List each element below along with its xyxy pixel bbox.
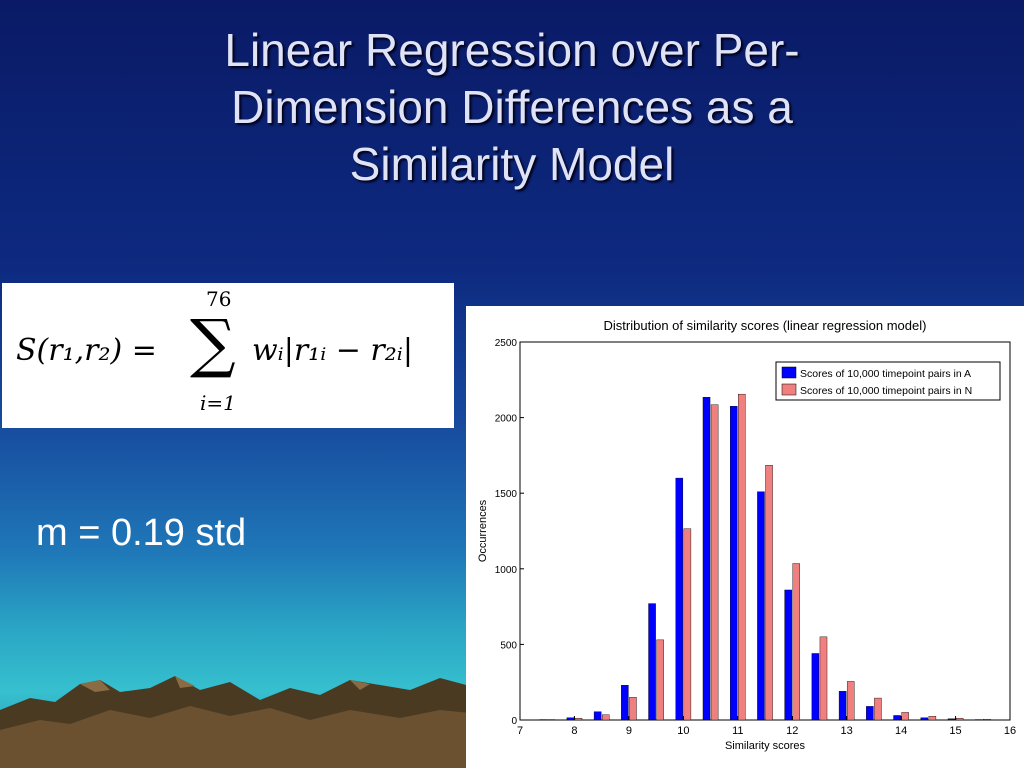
bar-n-11.5 <box>765 465 773 721</box>
formula-box: S(r₁,r₂) = 76 ∑ i=1 wᵢ|r₁ᵢ − r₂ᵢ| <box>2 283 454 428</box>
x-tick-label: 12 <box>786 725 798 737</box>
bar-n-12.5 <box>819 636 828 721</box>
formula-lhs: S(r₁,r₂) = <box>16 333 157 368</box>
bar-a-12 <box>784 589 792 721</box>
title-line-3: Similarity Model <box>349 138 675 190</box>
bar-n-13.5 <box>874 697 882 721</box>
bar-a-12.5 <box>811 653 820 721</box>
title-line-1: Linear Regression over Per- <box>224 24 800 76</box>
y-tick-label: 2500 <box>495 338 518 349</box>
formula-summand: wᵢ|r₁ᵢ − r₂ᵢ| <box>252 333 413 368</box>
bar-a-15 <box>947 718 956 721</box>
y-tick-label: 500 <box>500 640 517 651</box>
x-tick-label: 9 <box>626 725 632 737</box>
chart-panel: Distribution of similarity scores (linea… <box>466 306 1024 768</box>
bar-n-15.5 <box>983 719 991 721</box>
bar-n-9 <box>629 697 637 721</box>
formula-lower-limit: i=1 <box>200 391 236 415</box>
bar-n-14 <box>901 712 909 721</box>
y-tick-label: 1500 <box>495 489 518 500</box>
m-value-text: m = 0.19 std <box>36 512 247 554</box>
bar-a-10 <box>675 477 684 721</box>
y-axis-label: Occurrences <box>477 499 489 562</box>
formula-upper-limit: 76 <box>206 287 232 311</box>
legend-swatch-n <box>781 383 797 396</box>
slide-title: Linear Regression over Per- Dimension Di… <box>60 22 964 193</box>
bar-a-14 <box>893 715 901 721</box>
legend: Scores of 10,000 timepoint pairs in A Sc… <box>775 361 1001 401</box>
bars-layer <box>539 393 991 721</box>
y-tick-label: 2000 <box>495 414 518 425</box>
legend-label-a: Scores of 10,000 timepoint pairs in A <box>800 368 971 380</box>
legend-box <box>775 361 1001 401</box>
x-tick-label: 11 <box>732 725 743 737</box>
bar-n-8.5 <box>601 714 610 721</box>
bar-n-13 <box>846 681 855 721</box>
x-tick-label: 15 <box>949 725 961 737</box>
formula-sigma: ∑ <box>190 307 236 381</box>
bar-a-13.5 <box>866 706 874 721</box>
bar-n-12 <box>792 563 801 721</box>
legend-swatch-a <box>781 366 797 379</box>
x-tick-label: 14 <box>895 725 907 737</box>
bar-a-9.5 <box>648 603 656 721</box>
bar-a-8.5 <box>593 711 602 721</box>
bar-a-11.5 <box>757 491 765 721</box>
bar-a-10.5 <box>702 396 711 721</box>
bar-n-14.5 <box>928 716 937 721</box>
y-tick-label: 0 <box>511 716 517 727</box>
bar-n-10 <box>683 528 692 721</box>
mountains-illustration <box>0 676 480 768</box>
bar-n-15 <box>955 717 964 721</box>
legend-label-n: Scores of 10,000 timepoint pairs in N <box>800 385 972 397</box>
x-axis-label: Similarity scores <box>725 740 806 752</box>
x-tick-label: 7 <box>517 725 523 737</box>
y-tick-label: 1000 <box>495 565 518 576</box>
ticks-layer: 7 8 9 10 11 12 13 14 15 16 0 500 1000 1500 2000 2500 <box>495 338 1016 737</box>
bar-a-11 <box>730 406 738 721</box>
bar-n-8 <box>574 717 583 721</box>
histogram-chart: Distribution of similarity scores (linea… <box>477 318 1016 752</box>
bar-n-10.5 <box>710 404 719 721</box>
plot-area <box>519 341 1011 721</box>
bar-a-9 <box>621 685 629 721</box>
chart-title: Distribution of similarity scores (linea… <box>604 318 927 333</box>
bar-n-9.5 <box>656 639 664 721</box>
x-tick-label: 10 <box>677 725 689 737</box>
bar-a-14.5 <box>920 717 929 721</box>
bar-a-8 <box>566 717 575 721</box>
x-tick-label: 16 <box>1004 725 1016 737</box>
x-tick-label: 13 <box>841 725 853 737</box>
bar-n-11 <box>738 393 746 721</box>
bar-a-13 <box>838 691 847 721</box>
x-tick-label: 8 <box>571 725 577 737</box>
title-line-2: Dimension Differences as a <box>231 81 793 133</box>
